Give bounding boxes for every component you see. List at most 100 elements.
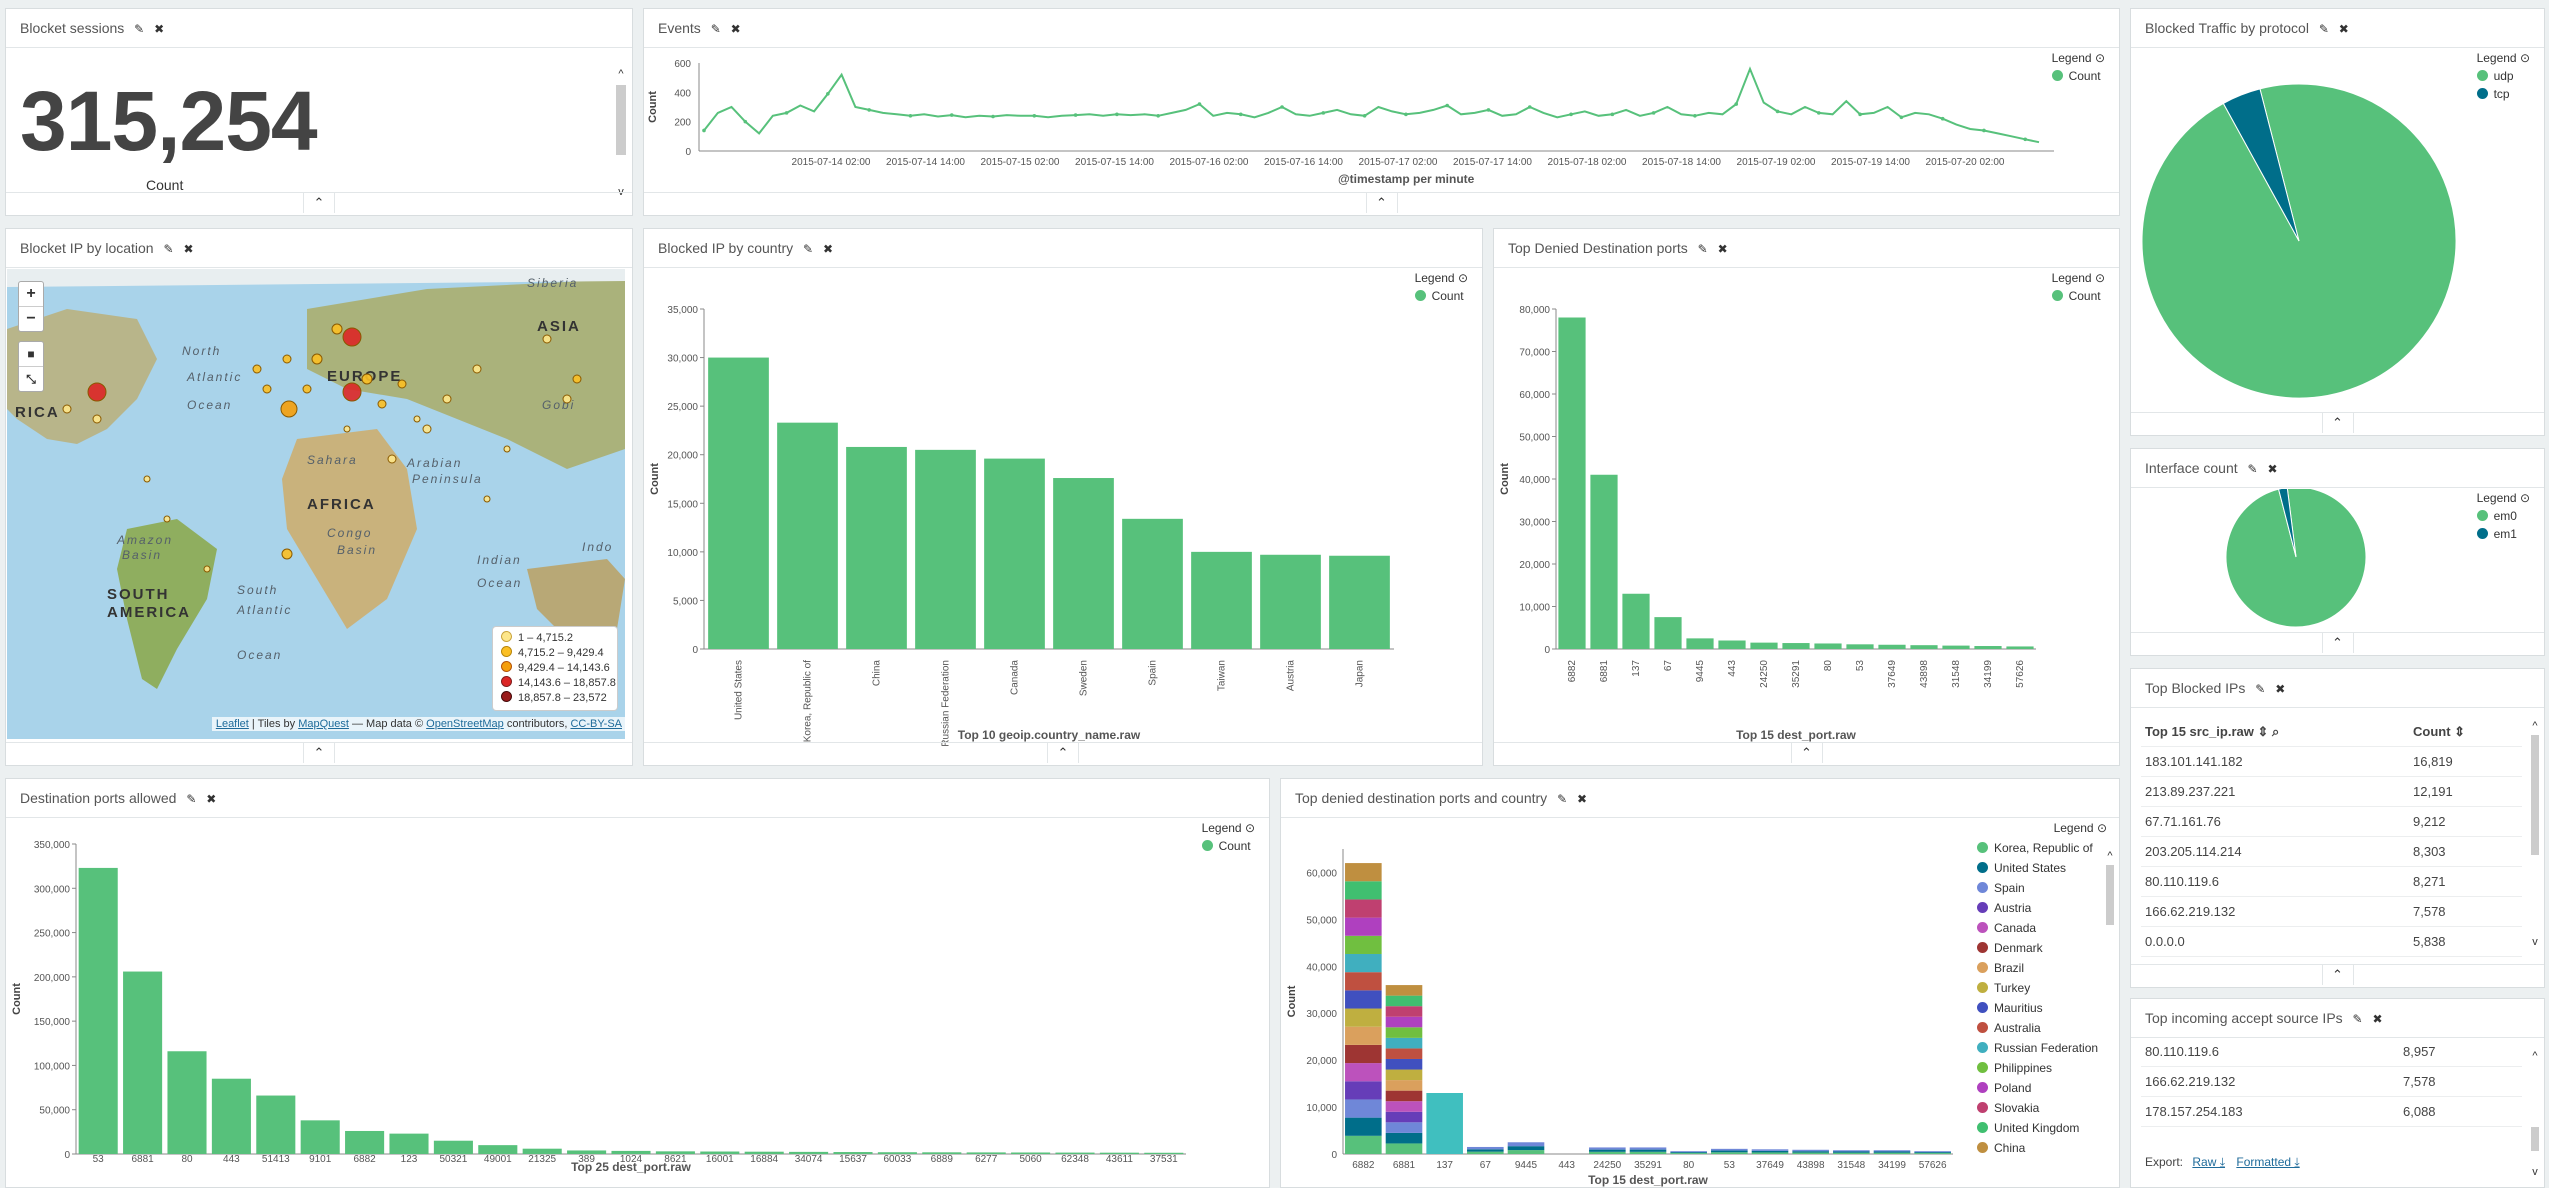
data-point[interactable]	[1445, 103, 1449, 108]
close-icon[interactable]: ✖	[2267, 462, 2278, 476]
data-point[interactable]	[1032, 114, 1037, 118]
legend-item[interactable]: Turkey	[1977, 981, 2107, 995]
data-point[interactable]	[1527, 105, 1532, 109]
legend-item[interactable]: Count	[1201, 839, 1255, 853]
data-point[interactable]	[1899, 115, 1904, 120]
stacked-bar-segment[interactable]	[1385, 1143, 1423, 1154]
map-marker[interactable]	[361, 373, 373, 385]
map-marker[interactable]	[252, 364, 262, 374]
data-point[interactable]	[867, 108, 871, 112]
stacked-bar-segment[interactable]	[1385, 985, 1423, 996]
close-icon[interactable]: ✖	[2372, 1012, 2383, 1026]
close-icon[interactable]: ✖	[154, 22, 165, 36]
stacked-bar-segment[interactable]	[1385, 1101, 1423, 1112]
stacked-bar-segment[interactable]	[1345, 1044, 1382, 1064]
bar[interactable]	[478, 1145, 518, 1154]
stacked-bar-segment[interactable]	[1711, 1152, 1748, 1154]
edit-icon[interactable]: ✎	[710, 22, 721, 36]
bar[interactable]	[1144, 1152, 1184, 1154]
data-point[interactable]	[1238, 112, 1243, 117]
stacked-bar-segment[interactable]	[1670, 1153, 1707, 1154]
chevron-up-icon[interactable]: ⌃	[2321, 965, 2354, 985]
data-point[interactable]	[1734, 102, 1739, 106]
stacked-bar-segment[interactable]	[1345, 953, 1382, 973]
data-point[interactable]	[2023, 137, 2028, 142]
map-marker[interactable]	[281, 548, 293, 560]
legend-item[interactable]: United Kingdom	[1977, 1121, 2107, 1135]
bar[interactable]	[833, 1152, 873, 1154]
data-point[interactable]	[1321, 111, 1326, 115]
bar[interactable]	[1974, 646, 2002, 649]
map-marker[interactable]	[331, 323, 343, 335]
edit-icon[interactable]: ✎	[2352, 1012, 2363, 1026]
chevron-up-icon[interactable]: ⌃	[2321, 413, 2354, 433]
stacked-bar-segment[interactable]	[1345, 1117, 1382, 1136]
edit-icon[interactable]: ✎	[2247, 462, 2258, 476]
stacked-bar-segment[interactable]	[1345, 863, 1382, 882]
data-point[interactable]	[1115, 112, 1119, 117]
stacked-bar-segment[interactable]	[1589, 1149, 1626, 1152]
map-marker[interactable]	[422, 424, 432, 434]
bar[interactable]	[1782, 643, 1810, 649]
table-row[interactable]: 166.62.219.132 7,578	[2141, 897, 2522, 927]
map-marker[interactable]	[163, 515, 171, 523]
close-icon[interactable]: ✖	[1717, 242, 1728, 256]
scrollbar[interactable]: ^ v	[2528, 717, 2542, 947]
stacked-bar-segment[interactable]	[1467, 1151, 1504, 1154]
bar[interactable]	[984, 458, 1045, 649]
bar[interactable]	[789, 1151, 829, 1154]
data-point[interactable]	[1858, 112, 1862, 117]
data-point[interactable]	[1569, 112, 1573, 117]
close-icon[interactable]: ✖	[823, 242, 834, 256]
map-zoom-control[interactable]: + −	[18, 281, 44, 332]
export-raw-link[interactable]: Raw ⤓	[2192, 1155, 2226, 1169]
data-point[interactable]	[826, 92, 830, 96]
stacked-bar-segment[interactable]	[1792, 1149, 1829, 1152]
column-header-count[interactable]: Count ⇕	[2413, 724, 2466, 739]
edit-icon[interactable]: ✎	[134, 22, 145, 36]
pie-slice[interactable]	[2222, 88, 2300, 242]
map-marker[interactable]	[342, 382, 362, 402]
osm-link[interactable]: OpenStreetMap	[426, 718, 504, 730]
bar[interactable]	[1910, 645, 1938, 649]
data-point[interactable]	[1486, 108, 1491, 112]
stacked-bar-segment[interactable]	[1385, 1006, 1423, 1017]
chart-legend[interactable]: Legend ⊙ Count	[1201, 821, 1255, 853]
collapse-toggle[interactable]: ⌃	[2131, 412, 2544, 435]
zoom-out-button[interactable]: −	[26, 310, 36, 327]
scrollbar[interactable]: ^ v	[2528, 1047, 2542, 1177]
map-marker[interactable]	[87, 382, 107, 402]
stacked-bar-segment[interactable]	[1385, 1090, 1423, 1102]
map-marker[interactable]	[472, 364, 482, 374]
table-row[interactable]: 67.71.161.76 9,212	[2141, 807, 2522, 837]
table-row[interactable]: 0.0.0.0 5,838	[2141, 927, 2522, 957]
stacked-bar-segment[interactable]	[1751, 1152, 1789, 1154]
stacked-bar-segment[interactable]	[1629, 1149, 1667, 1152]
stacked-bar-segment[interactable]	[1385, 1122, 1423, 1133]
table-row[interactable]: 183.101.141.182 16,819	[2141, 747, 2522, 777]
stacked-bar-segment[interactable]	[1385, 1027, 1423, 1038]
data-point[interactable]	[1940, 116, 1945, 121]
map-marker[interactable]	[203, 565, 211, 573]
data-point[interactable]	[743, 119, 748, 124]
legend-item[interactable]: United States	[1977, 861, 2107, 875]
bar[interactable]	[655, 1151, 695, 1154]
collapse-toggle[interactable]: ⌃	[1494, 742, 2119, 765]
data-point[interactable]	[1280, 105, 1284, 109]
stacked-bar-segment[interactable]	[1345, 1008, 1382, 1027]
data-point[interactable]	[1073, 113, 1078, 117]
bar[interactable]	[966, 1152, 1006, 1154]
stacked-bar-segment[interactable]	[1629, 1151, 1667, 1154]
stacked-bar-segment[interactable]	[1385, 1111, 1423, 1123]
data-point[interactable]	[991, 114, 995, 119]
map-marker[interactable]	[413, 415, 421, 423]
legend-item[interactable]: Count	[2051, 289, 2105, 303]
bar[interactable]	[1814, 643, 1842, 649]
stacked-bar-segment[interactable]	[1914, 1152, 1951, 1154]
stacked-bar-segment[interactable]	[1670, 1152, 1707, 1154]
collapse-toggle[interactable]: ⌃	[6, 192, 632, 215]
edit-icon[interactable]: ✎	[803, 242, 814, 256]
stacked-bar-segment[interactable]	[1873, 1150, 1911, 1152]
data-point[interactable]	[1816, 111, 1821, 115]
bar[interactable]	[1122, 518, 1183, 649]
